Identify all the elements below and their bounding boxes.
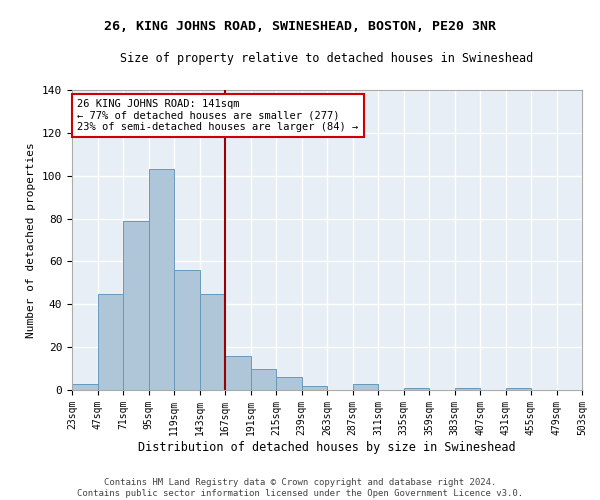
Bar <box>505 388 531 390</box>
Bar <box>404 388 429 390</box>
Bar <box>97 294 123 390</box>
Bar <box>199 294 225 390</box>
Bar <box>455 388 480 390</box>
Bar <box>123 220 149 390</box>
Text: 26 KING JOHNS ROAD: 141sqm
← 77% of detached houses are smaller (277)
23% of sem: 26 KING JOHNS ROAD: 141sqm ← 77% of deta… <box>77 99 358 132</box>
Bar <box>174 270 199 390</box>
Bar <box>225 356 251 390</box>
Text: Contains HM Land Registry data © Crown copyright and database right 2024.
Contai: Contains HM Land Registry data © Crown c… <box>77 478 523 498</box>
Bar <box>302 386 327 390</box>
X-axis label: Distribution of detached houses by size in Swineshead: Distribution of detached houses by size … <box>138 440 516 454</box>
Bar <box>149 170 174 390</box>
Bar <box>251 368 276 390</box>
Bar <box>276 377 302 390</box>
Title: Size of property relative to detached houses in Swineshead: Size of property relative to detached ho… <box>121 52 533 65</box>
Y-axis label: Number of detached properties: Number of detached properties <box>26 142 37 338</box>
Bar <box>353 384 378 390</box>
Text: 26, KING JOHNS ROAD, SWINESHEAD, BOSTON, PE20 3NR: 26, KING JOHNS ROAD, SWINESHEAD, BOSTON,… <box>104 20 496 33</box>
Bar <box>72 384 97 390</box>
